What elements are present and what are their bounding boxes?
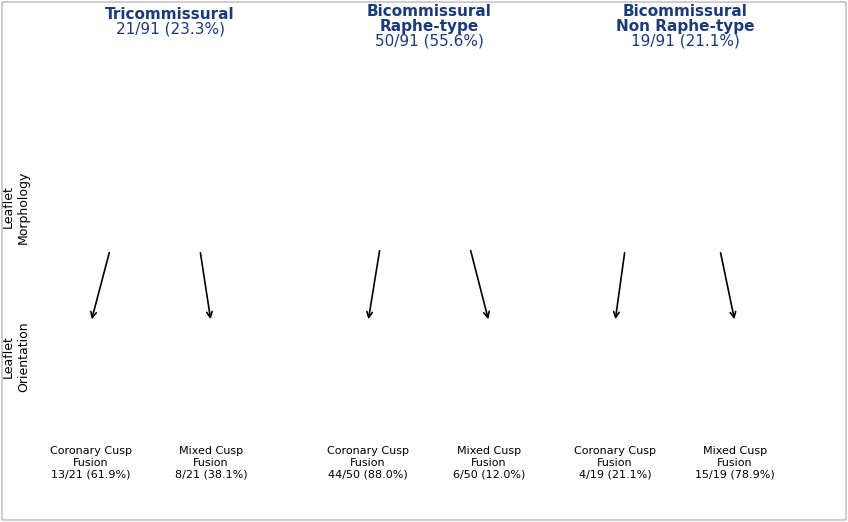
Text: Mixed Cusp
Fusion
8/21 (38.1%): Mixed Cusp Fusion 8/21 (38.1%) xyxy=(175,446,248,479)
Text: 19/91 (21.1%): 19/91 (21.1%) xyxy=(631,34,739,49)
Text: Mixed Cusp
Fusion
15/19 (78.9%): Mixed Cusp Fusion 15/19 (78.9%) xyxy=(695,446,775,479)
Text: Leaflet
Orientation: Leaflet Orientation xyxy=(2,322,30,393)
Text: Raphe-type: Raphe-type xyxy=(379,19,478,34)
Text: Bicommissural: Bicommissural xyxy=(622,4,747,19)
Text: Bicommissural: Bicommissural xyxy=(366,4,492,19)
Text: Tricommissural: Tricommissural xyxy=(105,7,235,22)
Text: Mixed Cusp
Fusion
6/50 (12.0%): Mixed Cusp Fusion 6/50 (12.0%) xyxy=(453,446,525,479)
Text: Coronary Cusp
Fusion
13/21 (61.9%): Coronary Cusp Fusion 13/21 (61.9%) xyxy=(50,446,132,479)
Text: Coronary Cusp
Fusion
44/50 (88.0%): Coronary Cusp Fusion 44/50 (88.0%) xyxy=(327,446,409,479)
Text: 21/91 (23.3%): 21/91 (23.3%) xyxy=(115,22,225,37)
Text: 50/91 (55.6%): 50/91 (55.6%) xyxy=(375,34,483,49)
Text: Leaflet
Morphology: Leaflet Morphology xyxy=(2,170,30,244)
Text: Non Raphe-type: Non Raphe-type xyxy=(616,19,754,34)
Text: Coronary Cusp
Fusion
4/19 (21.1%): Coronary Cusp Fusion 4/19 (21.1%) xyxy=(574,446,656,479)
